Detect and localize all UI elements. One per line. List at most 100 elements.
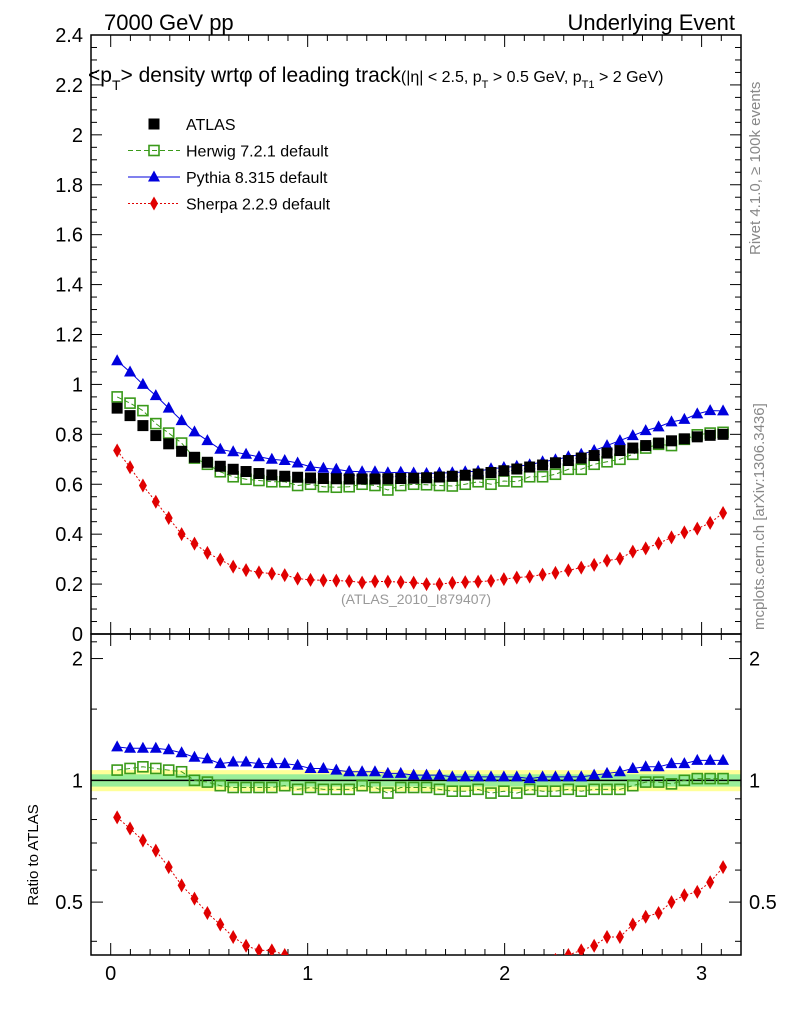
sherpa-line <box>116 450 724 585</box>
sherpa-point <box>461 575 470 590</box>
herwig-ratio-point <box>291 783 304 796</box>
herwig-ratio-point <box>137 761 149 773</box>
ratio-tick-label: 2 <box>72 649 83 671</box>
herwig-ratio-point <box>472 783 484 796</box>
y-tick-label: 0.8 <box>55 424 83 446</box>
sherpa-point <box>719 505 728 520</box>
pythia-point <box>252 450 265 462</box>
atlas-point <box>614 445 626 457</box>
pythia-ratio-point <box>717 753 730 765</box>
herwig-point <box>382 484 394 496</box>
sherpa-ratio-point <box>371 963 379 977</box>
sherpa-point <box>229 559 238 574</box>
main-data <box>111 354 730 592</box>
main-panel: 0 0.2 0.4 0.6 0.8 1 1.2 1.4 1.6 1.8 2 2.2 2.4 <box>55 25 742 646</box>
herwig-ratio-point <box>485 787 497 799</box>
atlas-point <box>678 433 690 445</box>
atlas-point <box>665 435 677 447</box>
herwig-point <box>162 427 175 439</box>
pythia-point <box>265 452 278 464</box>
sherpa-point <box>242 563 251 578</box>
pythia-ratio-point <box>124 741 137 753</box>
pythia-ratio-point <box>510 770 523 782</box>
pythia-point <box>343 464 356 476</box>
sherpa-ratio-point <box>423 974 431 988</box>
y-tick-label: 1.6 <box>55 225 83 247</box>
herwig-ratio-point <box>691 772 704 785</box>
herwig-ratio-point <box>356 779 368 792</box>
ratio-data <box>111 740 730 988</box>
herwig-ratio-point <box>253 781 265 794</box>
atlas-point <box>459 469 471 481</box>
sherpa-ratio-point <box>216 917 225 932</box>
header-left: 7000 GeV pp <box>104 10 234 35</box>
y-tick-label: 1.2 <box>55 325 83 347</box>
sherpa-point <box>138 478 147 493</box>
pythia-ratio-point <box>394 766 407 778</box>
pythia-ratio-point <box>562 770 575 782</box>
atlas-point <box>330 473 342 485</box>
pythia-ratio-point <box>601 766 614 778</box>
herwig-ratio-point <box>343 783 355 796</box>
sherpa-point <box>319 573 328 588</box>
pythia-ratio-point <box>330 763 343 775</box>
pythia-ratio-point <box>588 768 601 780</box>
pythia-point <box>639 424 652 436</box>
sherpa-ratio-point <box>319 958 327 972</box>
sherpa-ratio-point <box>526 963 534 977</box>
sherpa-point <box>512 570 521 585</box>
ratio-tick-label: 1 <box>72 770 83 792</box>
atlas-point <box>356 473 368 485</box>
pythia-point <box>278 454 291 466</box>
herwig-line <box>116 396 724 491</box>
pythia-point <box>704 404 717 416</box>
sherpa-point <box>345 574 354 589</box>
pythia-point <box>652 420 665 432</box>
sherpa-point <box>396 575 405 590</box>
x-tick-label: 3 <box>696 963 707 985</box>
x-tick-label: 1 <box>302 963 313 985</box>
atlas-point <box>549 457 561 469</box>
ratio-tick-label-right: 0.5 <box>749 892 777 914</box>
pythia-point <box>626 429 639 441</box>
herwig-ratio-point <box>575 785 588 797</box>
sherpa-ratio-point <box>474 968 482 982</box>
sherpa-ratio-point <box>151 843 160 858</box>
y-tick-label: 2.4 <box>55 25 83 47</box>
sherpa-ratio-point <box>113 810 122 825</box>
atlas-point <box>240 466 252 478</box>
atlas-point <box>176 445 188 457</box>
herwig-ratio-point <box>394 781 407 794</box>
sherpa-point <box>667 530 676 545</box>
pythia-point <box>240 447 253 459</box>
sherpa-point <box>190 536 199 551</box>
atlas-point <box>627 442 639 454</box>
herwig-ratio-point <box>111 764 123 776</box>
sherpa-point <box>254 565 263 580</box>
sherpa-ratio-point <box>513 963 521 977</box>
atlas-point <box>150 430 162 442</box>
pythia-ratio-point <box>252 757 265 769</box>
sherpa-ratio-point <box>177 878 186 893</box>
pythia-ratio-point <box>497 770 510 782</box>
pythia-point <box>330 462 343 474</box>
mcplots-label: mcplots.cern.ch [arXiv:1306.3436] <box>751 403 768 630</box>
sherpa-ratio-point <box>138 833 147 848</box>
sherpa-point <box>267 566 276 581</box>
x-tick-label: 0 <box>105 963 116 985</box>
pythia-ratio-point <box>368 765 381 777</box>
herwig-ratio-point <box>459 785 472 797</box>
pythia-point <box>149 389 162 401</box>
y-tick-label: 0 <box>72 624 83 646</box>
herwig-point <box>111 391 123 403</box>
sherpa-ratio-point <box>435 974 443 988</box>
herwig-point <box>150 417 162 430</box>
atlas-point <box>279 470 291 482</box>
sherpa-ratio-line <box>116 816 724 955</box>
atlas-point <box>421 472 433 484</box>
pythia-ratio-point <box>111 740 124 752</box>
sherpa-point <box>551 565 560 580</box>
sherpa-point <box>280 568 289 583</box>
sherpa-point <box>474 574 483 589</box>
